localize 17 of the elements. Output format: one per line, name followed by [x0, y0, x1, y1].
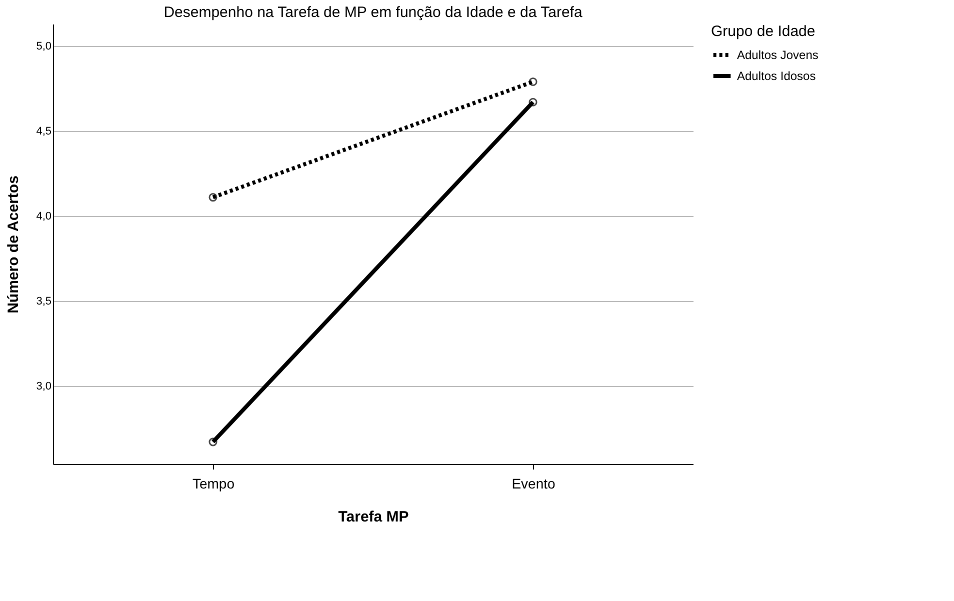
x-axis-title: Tarefa MP [338, 508, 409, 526]
x-tick-label: Tempo [192, 476, 235, 492]
y-tick-label: 5,0 [36, 40, 52, 53]
point [208, 438, 218, 446]
legend-label: Adultos Idosos [737, 69, 816, 83]
y-axis-title: Número de Acertos [5, 176, 22, 314]
point [208, 193, 218, 202]
point [528, 77, 538, 86]
legend-label: Adultos Jovens [737, 48, 818, 62]
legend-title: Grupo de Idade [711, 23, 816, 40]
x-tick-label: Evento [512, 476, 556, 492]
y-tick-label: 3,5 [36, 295, 52, 308]
point [528, 98, 538, 106]
y-tick-label: 4,5 [36, 126, 52, 138]
y-tick-label: 4,0 [36, 210, 52, 222]
chart-title: Desempenho na Tarefa de MP em função da Idade e da Tarefa [164, 4, 583, 21]
y-tick-label: 3,0 [36, 380, 52, 392]
